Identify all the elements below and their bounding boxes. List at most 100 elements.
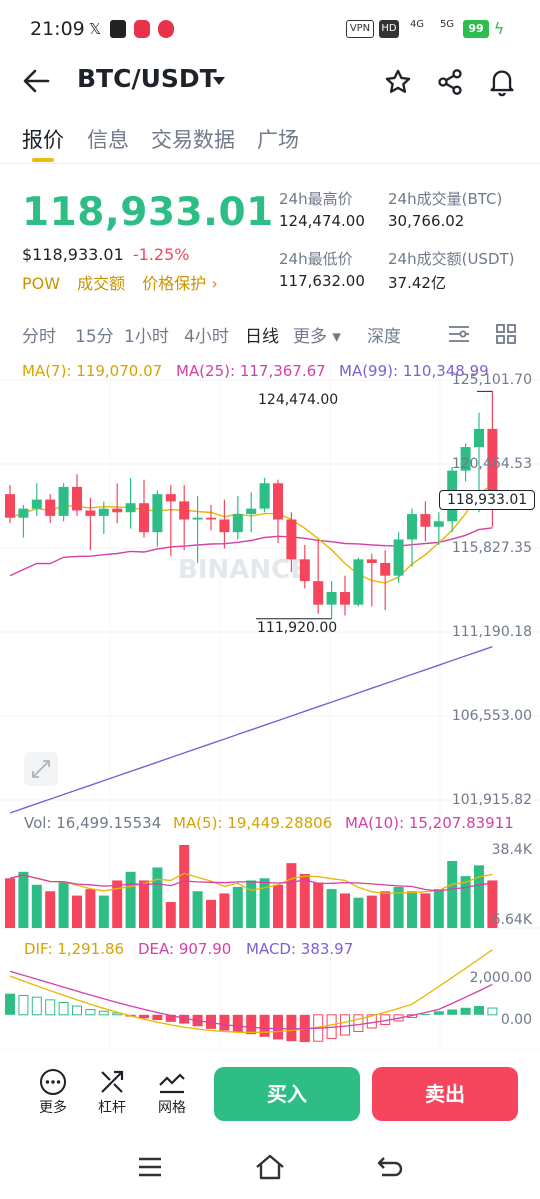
candle-body — [85, 510, 96, 516]
price-axis-label: 111,190.18 — [451, 624, 532, 640]
tab-trading-data[interactable]: 交易数据 — [151, 128, 235, 152]
last-price: 118,933.01 — [22, 190, 274, 235]
tag-turnover[interactable]: 成交额 — [77, 274, 126, 293]
app-icon — [110, 20, 126, 38]
tab-square[interactable]: 广场 — [257, 128, 299, 152]
macd-bar — [58, 1001, 69, 1016]
volume-bar — [246, 880, 257, 928]
app-icon — [158, 20, 174, 38]
volume-bar — [299, 873, 310, 928]
volume-btc-value: 30,766.02 — [388, 212, 465, 230]
chart-area[interactable]: BINANCE MA(7): 119,070.07 MA(25): 117,36… — [0, 350, 540, 1050]
candle-body — [18, 508, 29, 518]
candle-body — [487, 428, 498, 492]
volume-bar — [420, 893, 431, 928]
low-label: 24h最低价 — [279, 250, 353, 268]
volume-bar — [447, 860, 458, 928]
more-dots-icon — [28, 1065, 78, 1097]
pair-title[interactable]: BTC/USDT — [77, 64, 217, 93]
volume-bar — [460, 876, 471, 928]
usd-price-value: $118,933.01 — [22, 245, 124, 264]
volume-ma-line — [9, 872, 493, 895]
tf-more[interactable]: 更多 ▾ — [293, 327, 341, 347]
ma25-legend: MA(25): 117,367.67 — [176, 362, 326, 380]
leverage-icon — [87, 1065, 137, 1097]
back-icon[interactable] — [376, 1154, 404, 1180]
back-arrow-icon[interactable] — [22, 68, 50, 94]
low-value: 117,632.00 — [279, 272, 365, 290]
macd-axis-label: 2,000.00 — [469, 970, 532, 986]
ma-line — [9, 646, 493, 814]
star-icon[interactable] — [384, 68, 412, 96]
macd-bar — [460, 1007, 471, 1015]
volume-bar — [125, 871, 136, 928]
macd-bar — [72, 1005, 82, 1016]
tf-4h[interactable]: 4小时 — [184, 327, 229, 347]
indicator-settings-icon[interactable] — [447, 323, 471, 345]
macd-bar — [18, 994, 29, 1016]
macd-bar — [85, 1009, 96, 1016]
volume-bar — [58, 882, 69, 928]
tf-1d[interactable]: 日线 — [245, 327, 279, 347]
sell-button[interactable]: 卖出 — [372, 1067, 518, 1121]
macd-bar — [139, 1014, 149, 1019]
macd-bar — [219, 1014, 230, 1031]
x-app-icon: 𝕏 — [88, 20, 102, 38]
volume-bar — [31, 884, 42, 928]
leverage-button[interactable]: 杠杆 — [87, 1065, 137, 1117]
volume-bar — [232, 886, 243, 928]
candle-body — [353, 559, 364, 605]
candle-body — [192, 517, 203, 520]
volume-bar — [259, 878, 270, 928]
volume-bar — [474, 865, 484, 928]
volume-bar — [192, 891, 203, 928]
macd-bar — [433, 1011, 444, 1015]
tag-price-protection[interactable]: 价格保护 › — [142, 274, 218, 293]
candle-body — [165, 494, 176, 502]
bottom-action-bar: 更多 杠杆 网格 买入 卖出 — [0, 1055, 540, 1135]
tag-pow[interactable]: POW — [22, 274, 61, 293]
tf-15m[interactable]: 15分 — [75, 327, 114, 347]
layout-grid-icon[interactable] — [495, 323, 517, 345]
home-icon[interactable] — [254, 1153, 286, 1181]
candle-body — [112, 508, 123, 513]
expand-icon — [32, 760, 50, 778]
tab-quote[interactable]: 报价 — [22, 128, 64, 152]
macd-bar — [152, 1014, 163, 1021]
caret-down-icon[interactable] — [212, 76, 226, 86]
candle-body — [246, 508, 257, 515]
watermark: BINANCE — [178, 555, 308, 585]
status-time: 21:09 — [30, 18, 85, 40]
menu-icon[interactable] — [137, 1156, 163, 1178]
tf-depth[interactable]: 深度 — [367, 327, 401, 347]
fullscreen-button[interactable] — [24, 752, 58, 786]
tf-line[interactable]: 分时 — [22, 327, 56, 347]
volume-bar — [152, 867, 163, 928]
leverage-label: 杠杆 — [98, 1100, 126, 1116]
grid-button[interactable]: 网格 — [147, 1065, 197, 1117]
header: BTC/USDT — [0, 56, 540, 106]
macd-bar — [98, 1010, 109, 1016]
candlestick-chart[interactable]: BINANCE — [0, 350, 540, 1050]
macd-dif-line — [9, 949, 493, 1034]
price-axis-label: 120,464.53 — [451, 456, 532, 472]
price-axis-label: 115,827.35 — [451, 540, 532, 556]
macd-bar — [31, 996, 42, 1016]
candle-body — [299, 559, 310, 582]
macd-bar — [5, 993, 15, 1015]
more-button[interactable]: 更多 — [28, 1065, 78, 1117]
tab-info[interactable]: 信息 — [87, 128, 129, 152]
volume-bar — [179, 845, 190, 928]
tf-1h[interactable]: 1小时 — [124, 327, 169, 347]
volume-bar — [206, 899, 216, 928]
volume-bar — [273, 884, 283, 928]
volume-bar — [393, 886, 404, 928]
bell-icon[interactable] — [488, 67, 516, 97]
share-icon[interactable] — [436, 68, 464, 96]
buy-button[interactable]: 买入 — [214, 1067, 360, 1121]
vpn-badge: VPN — [346, 20, 374, 38]
signal-5g: 5G — [439, 19, 455, 30]
volume-bar — [353, 897, 364, 928]
volume-bar — [219, 893, 230, 928]
volume-bar — [139, 880, 149, 928]
